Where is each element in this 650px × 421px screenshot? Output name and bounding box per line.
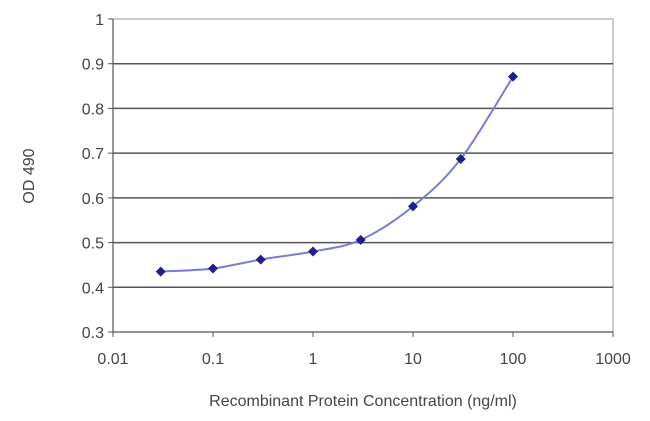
plot-area (112, 18, 614, 333)
data-point (208, 263, 218, 274)
y-tick-label: 0.9 (82, 57, 104, 74)
x-axis-title: Recombinant Protein Concentration (ng/ml… (209, 393, 517, 410)
x-tick-label: 1000 (595, 351, 631, 368)
data-point (255, 254, 266, 265)
y-tick-label: 1 (95, 12, 104, 29)
y-axis-title: OD 490 (21, 148, 38, 203)
y-tick-label: 0.5 (82, 236, 104, 253)
x-tick-label: 10 (404, 351, 422, 368)
data-point (355, 234, 366, 245)
axes (108, 18, 614, 337)
y-tick-label: 0.7 (82, 146, 104, 163)
x-tick-label: 100 (500, 351, 527, 368)
data-series (155, 71, 518, 277)
data-point (508, 71, 518, 82)
y-tick-label: 0.3 (82, 325, 104, 342)
y-tick-label: 0.6 (82, 191, 104, 208)
y-tick-label: 0.4 (82, 280, 104, 297)
x-tick-label: 0.01 (97, 351, 128, 368)
data-point (455, 153, 466, 164)
y-tick-labels: 0.3 0.4 0.5 0.6 0.7 0.8 0.9 1 (82, 12, 104, 342)
data-point (308, 246, 318, 257)
grid-lines (113, 62, 613, 289)
y-tick-label: 0.8 (82, 101, 104, 118)
x-tick-label: 1 (309, 351, 318, 368)
x-tick-labels: 0.01 0.1 1 10 100 1000 (97, 351, 630, 368)
data-point (408, 201, 418, 212)
data-point (155, 266, 166, 277)
x-tick-label: 0.1 (202, 351, 224, 368)
